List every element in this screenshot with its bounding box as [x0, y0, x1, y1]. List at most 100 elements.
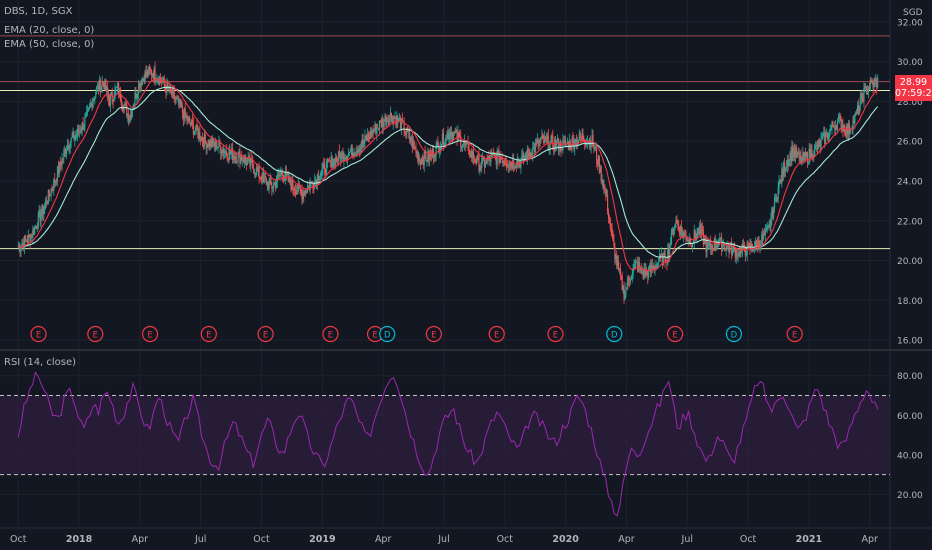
candle-body [76, 134, 78, 136]
candle-body [459, 135, 461, 137]
candle-body [869, 79, 871, 90]
candle-body [795, 147, 798, 158]
candle-body [511, 165, 513, 169]
candle-body [568, 140, 570, 150]
candle-body [673, 227, 675, 235]
candle-body [746, 243, 748, 255]
candle-body [657, 263, 659, 264]
candle-body [489, 159, 491, 163]
candle-body [197, 130, 199, 139]
candle-body [775, 197, 777, 202]
candle-body [768, 223, 770, 227]
candle-body [43, 208, 45, 215]
candle-body [816, 144, 819, 149]
candle-body [601, 180, 603, 181]
candle-body [78, 131, 80, 133]
candle-body [104, 79, 106, 90]
candle-body [669, 243, 672, 246]
candle-body [133, 103, 135, 108]
candle-body [866, 91, 869, 95]
candle-body [270, 178, 272, 185]
candle-body [867, 86, 870, 92]
candle-body [721, 237, 723, 252]
candle-body [188, 116, 190, 118]
time-axis-label: Jul [194, 534, 206, 545]
candle-body [777, 187, 779, 199]
candle-body [677, 223, 679, 226]
candle-body [199, 132, 201, 141]
candle-body [754, 240, 756, 248]
candle-body [380, 121, 382, 128]
candle-body [420, 158, 423, 165]
candle-body [621, 276, 623, 290]
candle-body [551, 136, 553, 138]
candle-body [525, 154, 527, 161]
candle-body [398, 117, 401, 119]
candle-body [663, 251, 665, 254]
candle-body [656, 263, 658, 269]
candle-body [280, 172, 282, 176]
candle-body [471, 151, 473, 158]
candle-body [88, 106, 91, 109]
candle-body [714, 239, 716, 248]
candle-body [453, 131, 455, 134]
candle-body [279, 175, 281, 177]
candle-body [186, 115, 188, 121]
candle-body [59, 162, 61, 166]
candle-body [108, 98, 111, 107]
candle-body [282, 174, 284, 180]
candle-body [268, 181, 270, 189]
candle-body [357, 149, 360, 153]
candle-body [235, 156, 237, 163]
candle-body [515, 166, 517, 168]
candle-body [613, 240, 615, 247]
candle-body [694, 230, 696, 237]
legend-symbol[interactable]: DBS, 1D, SGX [4, 6, 73, 17]
candle-body [332, 163, 334, 169]
legend-ema50[interactable]: EMA (50, close, 0) [4, 39, 95, 50]
candle-body [712, 249, 715, 251]
candle-body [597, 156, 600, 165]
candle-body [364, 135, 366, 142]
candle-body [342, 152, 344, 162]
candle-body [237, 152, 239, 161]
candle-body [473, 159, 475, 160]
candle-body [607, 211, 610, 219]
candle-body [294, 190, 297, 195]
candle-body [542, 135, 544, 139]
candle-body [581, 133, 583, 138]
candle-body [481, 159, 483, 168]
candle-body [476, 155, 478, 163]
candle-body [622, 285, 624, 290]
candle-body [201, 137, 203, 141]
candle-body [361, 139, 363, 148]
candle-body [790, 152, 792, 161]
candle-body [510, 162, 512, 166]
candle-body [839, 115, 841, 119]
candle-body [385, 116, 387, 126]
candle-body [355, 153, 357, 155]
candle-body [242, 160, 245, 163]
candle-body [216, 147, 218, 150]
candle-body [454, 131, 456, 133]
candle-body [60, 165, 62, 167]
candle-body [463, 141, 465, 144]
candle-body [369, 130, 371, 139]
candle-body [582, 133, 584, 140]
candle-body [110, 92, 112, 96]
candle-body [866, 87, 868, 95]
candle-body [846, 125, 848, 136]
bar-countdown: 07:59:27 [895, 88, 932, 99]
legend-rsi[interactable]: RSI (14, close) [4, 357, 77, 368]
candle-body [412, 141, 414, 148]
legend-ema20[interactable]: EMA (20, close, 0) [4, 25, 95, 36]
candle-body [390, 112, 392, 118]
candle-body [484, 164, 486, 167]
candle-body [798, 152, 800, 159]
candle-body [319, 176, 321, 181]
rsi-tick-label: 20.00 [897, 491, 923, 501]
candle-body [234, 156, 236, 159]
candle-body [68, 148, 70, 150]
candle-body [408, 130, 410, 132]
candle-body [382, 119, 384, 127]
